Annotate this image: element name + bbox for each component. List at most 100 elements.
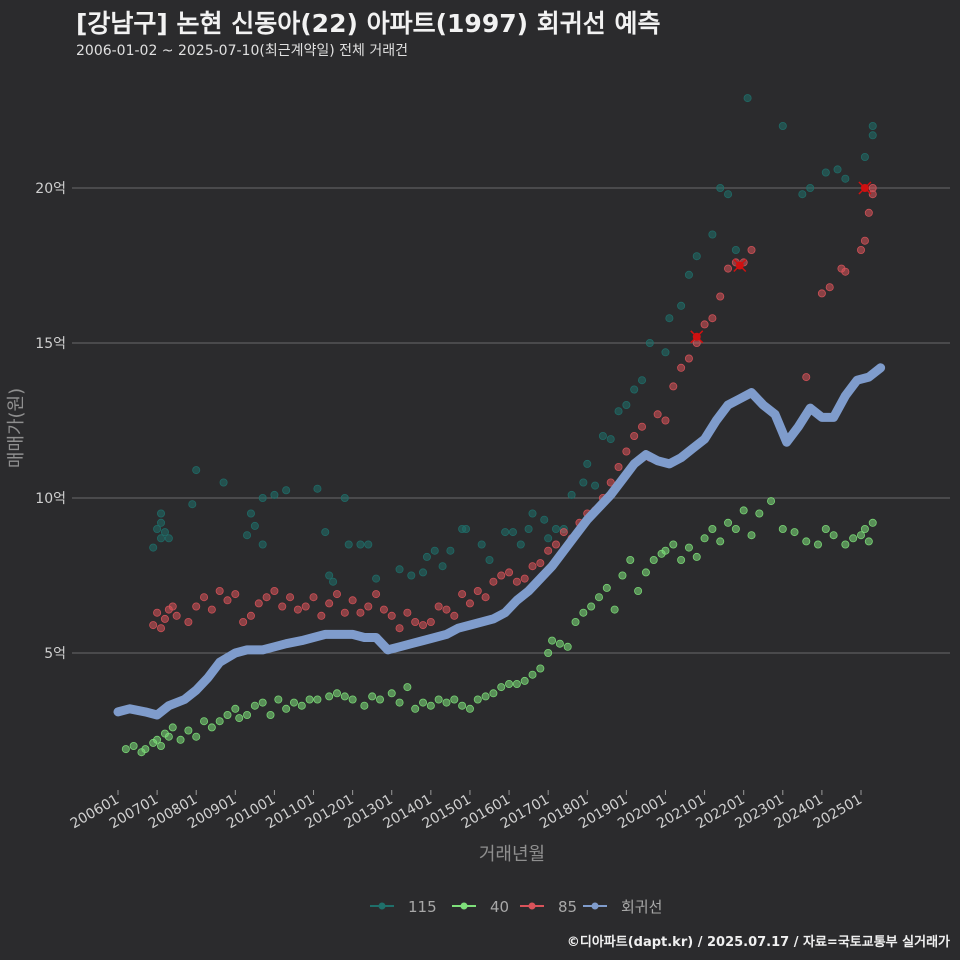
data-point-115 <box>645 338 654 347</box>
data-point-115 <box>501 528 510 537</box>
data-point-115 <box>430 546 439 555</box>
data-point-115 <box>606 435 615 444</box>
x-axis-title: 거래년월 <box>479 844 545 865</box>
data-point-85 <box>419 621 428 630</box>
data-point-115 <box>270 490 279 499</box>
data-point-115 <box>716 183 725 192</box>
data-point-115 <box>258 540 267 549</box>
highlight-x-marker <box>733 258 747 273</box>
data-point-40 <box>419 698 428 707</box>
data-point-40 <box>129 742 138 751</box>
data-point-85 <box>157 624 166 633</box>
data-point-85 <box>465 599 474 608</box>
data-point-115 <box>677 301 686 310</box>
data-point-85 <box>332 590 341 599</box>
data-point-115 <box>630 385 639 394</box>
data-point-115 <box>246 509 255 518</box>
data-point-115 <box>164 534 173 543</box>
data-point-115 <box>356 540 365 549</box>
source-caption: ©디아파트(dapt.kr) / 2025.07.17 / 자료=국토교통부 실… <box>566 935 950 950</box>
data-point-40 <box>442 698 451 707</box>
data-point-40 <box>563 642 572 651</box>
legend-swatch-dot <box>378 902 386 910</box>
data-point-85 <box>473 587 482 596</box>
data-point-40 <box>634 587 643 596</box>
data-point-40 <box>157 742 166 751</box>
data-point-40 <box>692 552 701 561</box>
data-point-115 <box>157 534 166 543</box>
data-point-85 <box>825 283 834 292</box>
data-point-40 <box>641 568 650 577</box>
data-point-85 <box>286 593 295 602</box>
data-point-115 <box>188 500 197 509</box>
data-point-115 <box>282 486 291 495</box>
data-point-40 <box>395 698 404 707</box>
data-point-115 <box>798 190 807 199</box>
data-point-115 <box>724 190 733 199</box>
data-point-85 <box>215 587 224 596</box>
data-point-85 <box>372 590 381 599</box>
data-point-40 <box>618 571 627 580</box>
data-point-40 <box>649 556 658 565</box>
data-point-40 <box>434 695 443 704</box>
data-point-115 <box>692 252 701 261</box>
data-point-85 <box>160 614 169 623</box>
data-point-85 <box>379 605 388 614</box>
data-point-115 <box>325 571 334 580</box>
data-point-115 <box>661 348 670 357</box>
data-point-85 <box>559 528 568 537</box>
data-point-40 <box>164 732 173 741</box>
data-point-85 <box>239 618 248 627</box>
data-point-85 <box>841 267 850 276</box>
y-tick-label: 5억 <box>44 646 66 662</box>
data-point-40 <box>579 608 588 617</box>
data-point-115 <box>419 568 428 577</box>
data-point-40 <box>313 695 322 704</box>
data-point-40 <box>274 695 283 704</box>
highlight-cross <box>690 330 704 344</box>
data-point-115 <box>841 174 850 183</box>
legend-item-40: 40 <box>452 898 509 916</box>
data-point-85 <box>426 618 435 627</box>
data-point-115 <box>579 478 588 487</box>
data-point-85 <box>348 596 357 605</box>
data-point-85 <box>184 618 193 627</box>
data-point-40 <box>684 543 693 552</box>
data-point-115 <box>192 466 201 475</box>
data-point-85 <box>622 447 631 456</box>
highlight-markers <box>690 181 872 344</box>
data-point-40 <box>747 531 756 540</box>
data-point-40 <box>141 745 150 754</box>
data-point-85 <box>528 562 537 571</box>
data-point-85 <box>262 593 271 602</box>
data-point-40 <box>661 546 670 555</box>
regression-path <box>113 363 886 720</box>
legend-label: 115 <box>408 898 437 916</box>
data-point-40 <box>376 695 385 704</box>
data-point-115 <box>833 165 842 174</box>
data-point-40 <box>731 525 740 534</box>
highlight-cross <box>858 181 872 195</box>
data-point-115 <box>340 493 349 502</box>
data-point-40 <box>368 692 377 701</box>
data-point-115 <box>250 521 259 530</box>
data-point-85 <box>860 236 869 245</box>
data-point-40 <box>849 534 858 543</box>
data-point-115 <box>622 400 631 409</box>
data-point-115 <box>485 556 494 565</box>
y-axis-ticks: 5억 10억 15억 20억 <box>35 181 66 662</box>
data-point-85 <box>536 559 545 568</box>
data-point-85 <box>442 605 451 614</box>
data-point-40 <box>548 636 557 645</box>
y-tick-label: 20억 <box>35 181 66 197</box>
data-point-85 <box>317 611 326 620</box>
data-point-40 <box>669 540 678 549</box>
data-point-85 <box>653 410 662 419</box>
legend-swatch-dot <box>528 902 536 910</box>
data-point-40 <box>325 692 334 701</box>
data-point-85 <box>669 382 678 391</box>
data-point-85 <box>544 546 553 555</box>
data-point-40 <box>790 528 799 537</box>
data-point-40 <box>724 518 733 527</box>
data-point-40 <box>450 695 459 704</box>
